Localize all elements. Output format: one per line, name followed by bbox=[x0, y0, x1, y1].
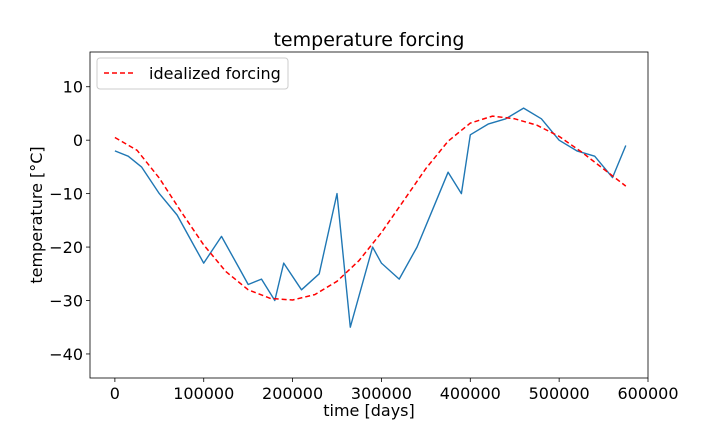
x-axis-label: time [days] bbox=[323, 401, 414, 420]
x-tick-label: 100000 bbox=[173, 384, 234, 403]
y-tick-label: −40 bbox=[49, 345, 83, 364]
x-tick-label: 0 bbox=[110, 384, 120, 403]
y-tick-label: −10 bbox=[49, 185, 83, 204]
legend: idealized forcing bbox=[96, 57, 289, 90]
legend-box bbox=[96, 57, 289, 90]
axes-frame bbox=[89, 51, 649, 379]
series-idealized-forcing-line bbox=[114, 115, 627, 301]
x-tick-label: 300000 bbox=[351, 384, 412, 403]
x-tick-label: 600000 bbox=[617, 384, 678, 403]
y-tick-label: 0 bbox=[73, 131, 83, 150]
x-tick-label: 200000 bbox=[262, 384, 323, 403]
y-tick-label: 10 bbox=[63, 78, 83, 97]
y-tick-label: −30 bbox=[49, 292, 83, 311]
y-tick-label: −20 bbox=[49, 238, 83, 257]
y-axis-ticks: 10 0 −10 −20 −30 −40 bbox=[49, 78, 90, 364]
series-temperature-line bbox=[114, 107, 627, 328]
legend-label-idealized-forcing: idealized forcing bbox=[149, 64, 281, 83]
x-tick-label: 400000 bbox=[440, 384, 501, 403]
x-axis-ticks: 0 100000 200000 300000 400000 500000 600000 bbox=[110, 378, 679, 403]
plot-area bbox=[114, 107, 627, 328]
x-tick-label: 500000 bbox=[529, 384, 590, 403]
chart-title: temperature forcing bbox=[273, 29, 464, 51]
y-axis-label: temperature [°C] bbox=[27, 146, 46, 283]
